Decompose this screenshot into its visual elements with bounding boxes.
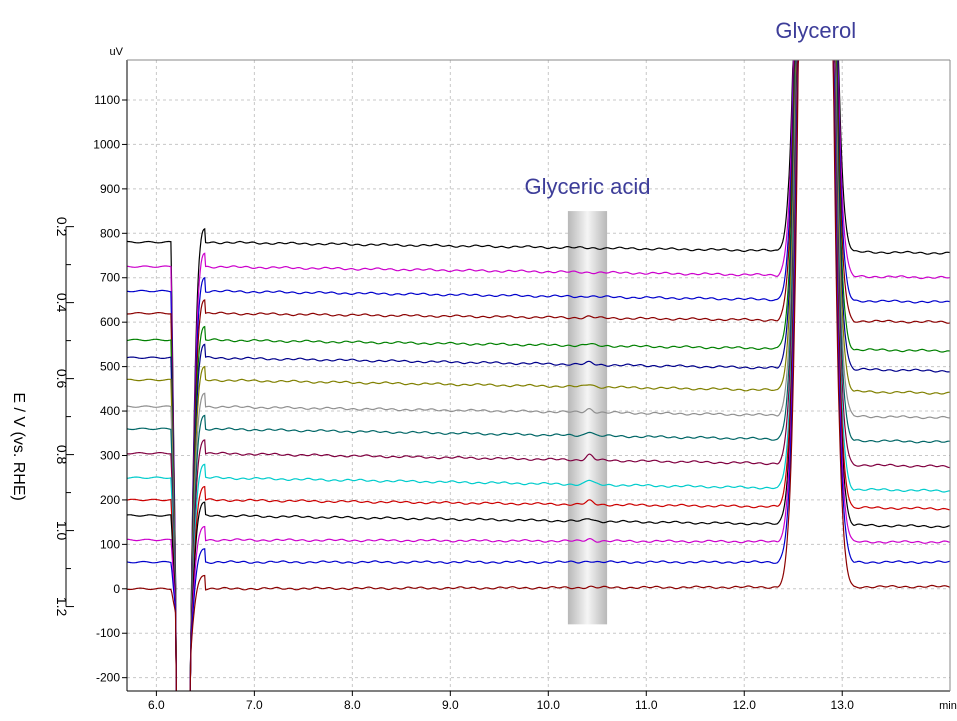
trace-7 bbox=[127, 60, 950, 691]
trace-15 bbox=[127, 60, 950, 691]
y-unit-label: uV bbox=[110, 46, 124, 58]
trace-13 bbox=[127, 60, 950, 691]
x-tick-label: 12.0 bbox=[733, 698, 757, 712]
y-tick-label: -100 bbox=[96, 626, 120, 640]
x-tick-label: 9.0 bbox=[442, 698, 459, 712]
potential-axis-title: E / V (vs. RHE) bbox=[10, 392, 27, 500]
trace-9 bbox=[127, 60, 950, 691]
y-tick-label: 200 bbox=[100, 493, 120, 507]
x-tick-label: 6.0 bbox=[148, 698, 165, 712]
highlight-band bbox=[567, 211, 608, 625]
y-tick-label: 1000 bbox=[93, 137, 120, 151]
tick-labels: -200 -100 0 100 200 300 400 500 600 700 800 900 1000… bbox=[93, 93, 854, 712]
axes bbox=[122, 59, 951, 696]
trace-5 bbox=[127, 60, 950, 691]
y-tick-label: 900 bbox=[100, 182, 120, 196]
trace-1 bbox=[127, 60, 950, 691]
potential-axis: 0.2 0.4 0.6 0.8 1.0 1.2 E / V (vs. RHE) bbox=[10, 217, 74, 617]
y-tick-label: 700 bbox=[100, 271, 120, 285]
trace-8 bbox=[127, 60, 950, 691]
y-tick-label: 0 bbox=[113, 582, 120, 596]
trace-6 bbox=[127, 60, 950, 691]
y-tick-label: -200 bbox=[96, 671, 120, 685]
chromatogram-traces bbox=[127, 60, 950, 691]
x-tick-label: 11.0 bbox=[635, 698, 658, 712]
x-tick-label: 7.0 bbox=[246, 698, 263, 712]
y-tick-label: 600 bbox=[100, 315, 120, 329]
trace-4 bbox=[127, 60, 950, 691]
trace-2 bbox=[127, 60, 950, 691]
trace-3 bbox=[127, 60, 950, 691]
y-tick-label: 100 bbox=[100, 537, 120, 551]
potential-tick-label: 1.0 bbox=[54, 521, 70, 541]
potential-tick-label: 0.2 bbox=[54, 217, 70, 237]
potential-tick-label: 0.4 bbox=[54, 293, 70, 313]
glyceric-acid-annotation: Glyceric acid bbox=[525, 174, 651, 199]
x-tick-label: 13.0 bbox=[831, 698, 855, 712]
trace-11 bbox=[127, 60, 950, 691]
y-tick-label: 500 bbox=[100, 360, 120, 374]
trace-16 bbox=[127, 60, 950, 691]
potential-tick-label: 1.2 bbox=[54, 597, 70, 617]
potential-tick-label: 0.8 bbox=[54, 445, 70, 465]
glyceric-acid-highlight-band bbox=[567, 211, 608, 625]
x-tick-label: 10.0 bbox=[537, 698, 561, 712]
y-tick-label: 1100 bbox=[94, 93, 120, 107]
y-tick-label: 300 bbox=[100, 448, 120, 462]
grid bbox=[127, 60, 950, 691]
potential-tick-label: 0.6 bbox=[54, 369, 70, 389]
trace-12 bbox=[127, 60, 950, 691]
glycerol-annotation: Glycerol bbox=[775, 18, 856, 43]
x-unit-label: min bbox=[939, 700, 957, 712]
x-tick-label: 8.0 bbox=[344, 698, 361, 712]
trace-14 bbox=[127, 60, 950, 691]
y-tick-label: 800 bbox=[100, 226, 120, 240]
trace-10 bbox=[127, 60, 950, 691]
y-tick-label: 400 bbox=[100, 404, 120, 418]
